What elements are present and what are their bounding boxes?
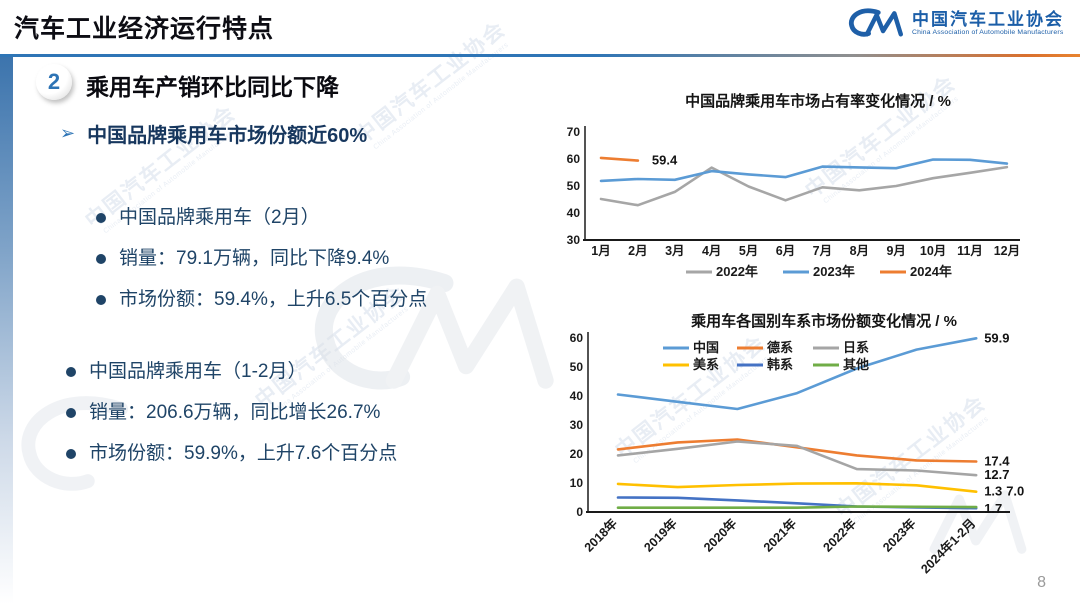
x-tick-label: 5月 (739, 244, 758, 258)
bullet-item: 市场份额：59.4%，上升6.5个百分点 (96, 288, 427, 312)
chart-market-share-monthly: 中国品牌乘用车市场占有率变化情况 / % 30 40 50 60 70 1月 2月 3月 4月 5月… (567, 92, 1020, 279)
bullet-dot-icon (66, 367, 76, 377)
annotation-label: 59.4 (652, 153, 678, 168)
y-tick-label: 50 (570, 360, 584, 374)
x-tick-label: 12月 (994, 244, 1020, 258)
bullet-group-february: 中国品牌乘用车（2月） 销量：79.1万辆，同比下降9.4% 市场份额：59.4… (96, 206, 427, 312)
section-number-badge: 2 (36, 64, 72, 100)
y-tick-label: 30 (567, 233, 581, 247)
legend-label-韩系: 韩系 (767, 357, 793, 372)
bullet-dot-icon (66, 408, 76, 418)
series-line-2022年 (599, 165, 1009, 207)
y-tick-label: 0 (576, 505, 583, 519)
x-tick-label: 9月 (886, 244, 905, 258)
x-tick-label: 7月 (813, 244, 832, 258)
bullet-dot-icon (96, 254, 106, 264)
x-tick-label: 10月 (920, 244, 946, 258)
y-tick-label: 40 (567, 206, 581, 220)
section-subheading: ➢ 中国品牌乘用车市场份额近60% (60, 123, 368, 147)
bullet-dot-icon (96, 295, 106, 305)
chart-title: 中国品牌乘用车市场占有率变化情况 / % (685, 92, 951, 110)
series-line-其他 (616, 505, 978, 509)
series-line-日系 (616, 440, 978, 477)
legend-label-2024年: 2024年 (910, 264, 952, 279)
x-tick-label: 3月 (665, 244, 684, 258)
bullet-item: 中国品牌乘用车（2月） (96, 206, 427, 230)
legend-label-美系: 美系 (693, 357, 719, 372)
x-tick-label: 2023年 (880, 515, 919, 554)
y-tick-label: 70 (567, 125, 581, 139)
legend-label-中国: 中国 (693, 340, 719, 355)
series-line-2023年 (599, 158, 1009, 183)
bullet-dot-icon (66, 449, 76, 459)
x-tick-label: 2024年1-2月 (918, 516, 979, 577)
y-tick-label: 10 (570, 476, 584, 490)
y-tick-label: 40 (570, 389, 584, 403)
legend-label-2022年: 2022年 (716, 264, 758, 279)
header-divider (0, 54, 1080, 57)
cam-logo-icon (848, 8, 903, 37)
x-tick-label: 6月 (776, 244, 795, 258)
series-line-美系 (616, 482, 978, 493)
y-tick-label: 60 (567, 152, 581, 166)
org-logo: 中国汽车工业协会 China Association of Automobile… (846, 6, 1064, 40)
series-end-label: 17.4 (984, 454, 1010, 469)
series-line-2024年 (599, 156, 640, 162)
x-tick-label: 2022年 (820, 515, 859, 554)
bullet-group-jan-feb: 中国品牌乘用车（1-2月） 销量：206.6万辆，同比增长26.7% 市场份额：… (66, 360, 397, 466)
x-tick-label: 2018年 (581, 515, 620, 554)
series-end-label: 1.3 (984, 484, 1002, 499)
x-tick-label: 4月 (702, 244, 721, 258)
x-tick-label: 2月 (628, 244, 647, 258)
watermark-text: 中国汽车工业协会 China Association of Automobile … (351, 17, 511, 152)
bullet-dot-icon (96, 213, 106, 223)
series-end-label: 7.0 (1006, 484, 1024, 499)
bullet-item: 销量：79.1万辆，同比下降9.4% (96, 247, 427, 271)
legend-label-德系: 德系 (767, 340, 793, 355)
section-heading: 乘用车产销环比同比下降 (86, 74, 339, 100)
x-tick-label: 8月 (850, 244, 869, 258)
series-end-label: 59.9 (984, 330, 1009, 345)
y-tick-label: 20 (570, 447, 584, 461)
bullet-item: 市场份额：59.9%，上升7.6个百分点 (66, 442, 397, 466)
arrow-bullet-icon: ➢ (60, 123, 76, 143)
left-accent-bar (0, 57, 13, 604)
y-tick-label: 30 (570, 418, 584, 432)
x-tick-label: 1月 (591, 244, 610, 258)
legend-label-其他: 其他 (843, 357, 869, 372)
y-tick-label: 50 (567, 179, 581, 193)
x-tick-label: 2019年 (641, 515, 680, 554)
chart-title: 乘用车各国别车系市场份额变化情况 / % (690, 312, 957, 330)
x-tick-label: 11月 (957, 244, 983, 258)
x-tick-label: 2021年 (760, 515, 799, 554)
org-name-en: China Association of Automobile Manufact… (912, 29, 1064, 36)
page-title: 汽车工业经济运行特点 (14, 15, 275, 43)
series-line-中国 (616, 336, 978, 411)
series-end-label: 12.7 (984, 467, 1009, 482)
series-line-德系 (616, 438, 978, 463)
bullet-item: 中国品牌乘用车（1-2月） (66, 360, 397, 384)
x-tick-label: 2020年 (700, 515, 739, 554)
legend-label-日系: 日系 (843, 340, 869, 355)
legend-label-2023年: 2023年 (813, 264, 855, 279)
series-end-label: 1.7 (984, 501, 1002, 516)
org-name-cn: 中国汽车工业协会 (912, 10, 1064, 29)
bullet-item: 销量：206.6万辆，同比增长26.7% (66, 401, 397, 425)
y-tick-label: 60 (570, 331, 584, 345)
page-number: 8 (1037, 574, 1046, 591)
chart-market-share-by-origin: 乘用车各国别车系市场份额变化情况 / % 0 10 20 30 40 50 60 2018年 20… (570, 312, 1025, 577)
